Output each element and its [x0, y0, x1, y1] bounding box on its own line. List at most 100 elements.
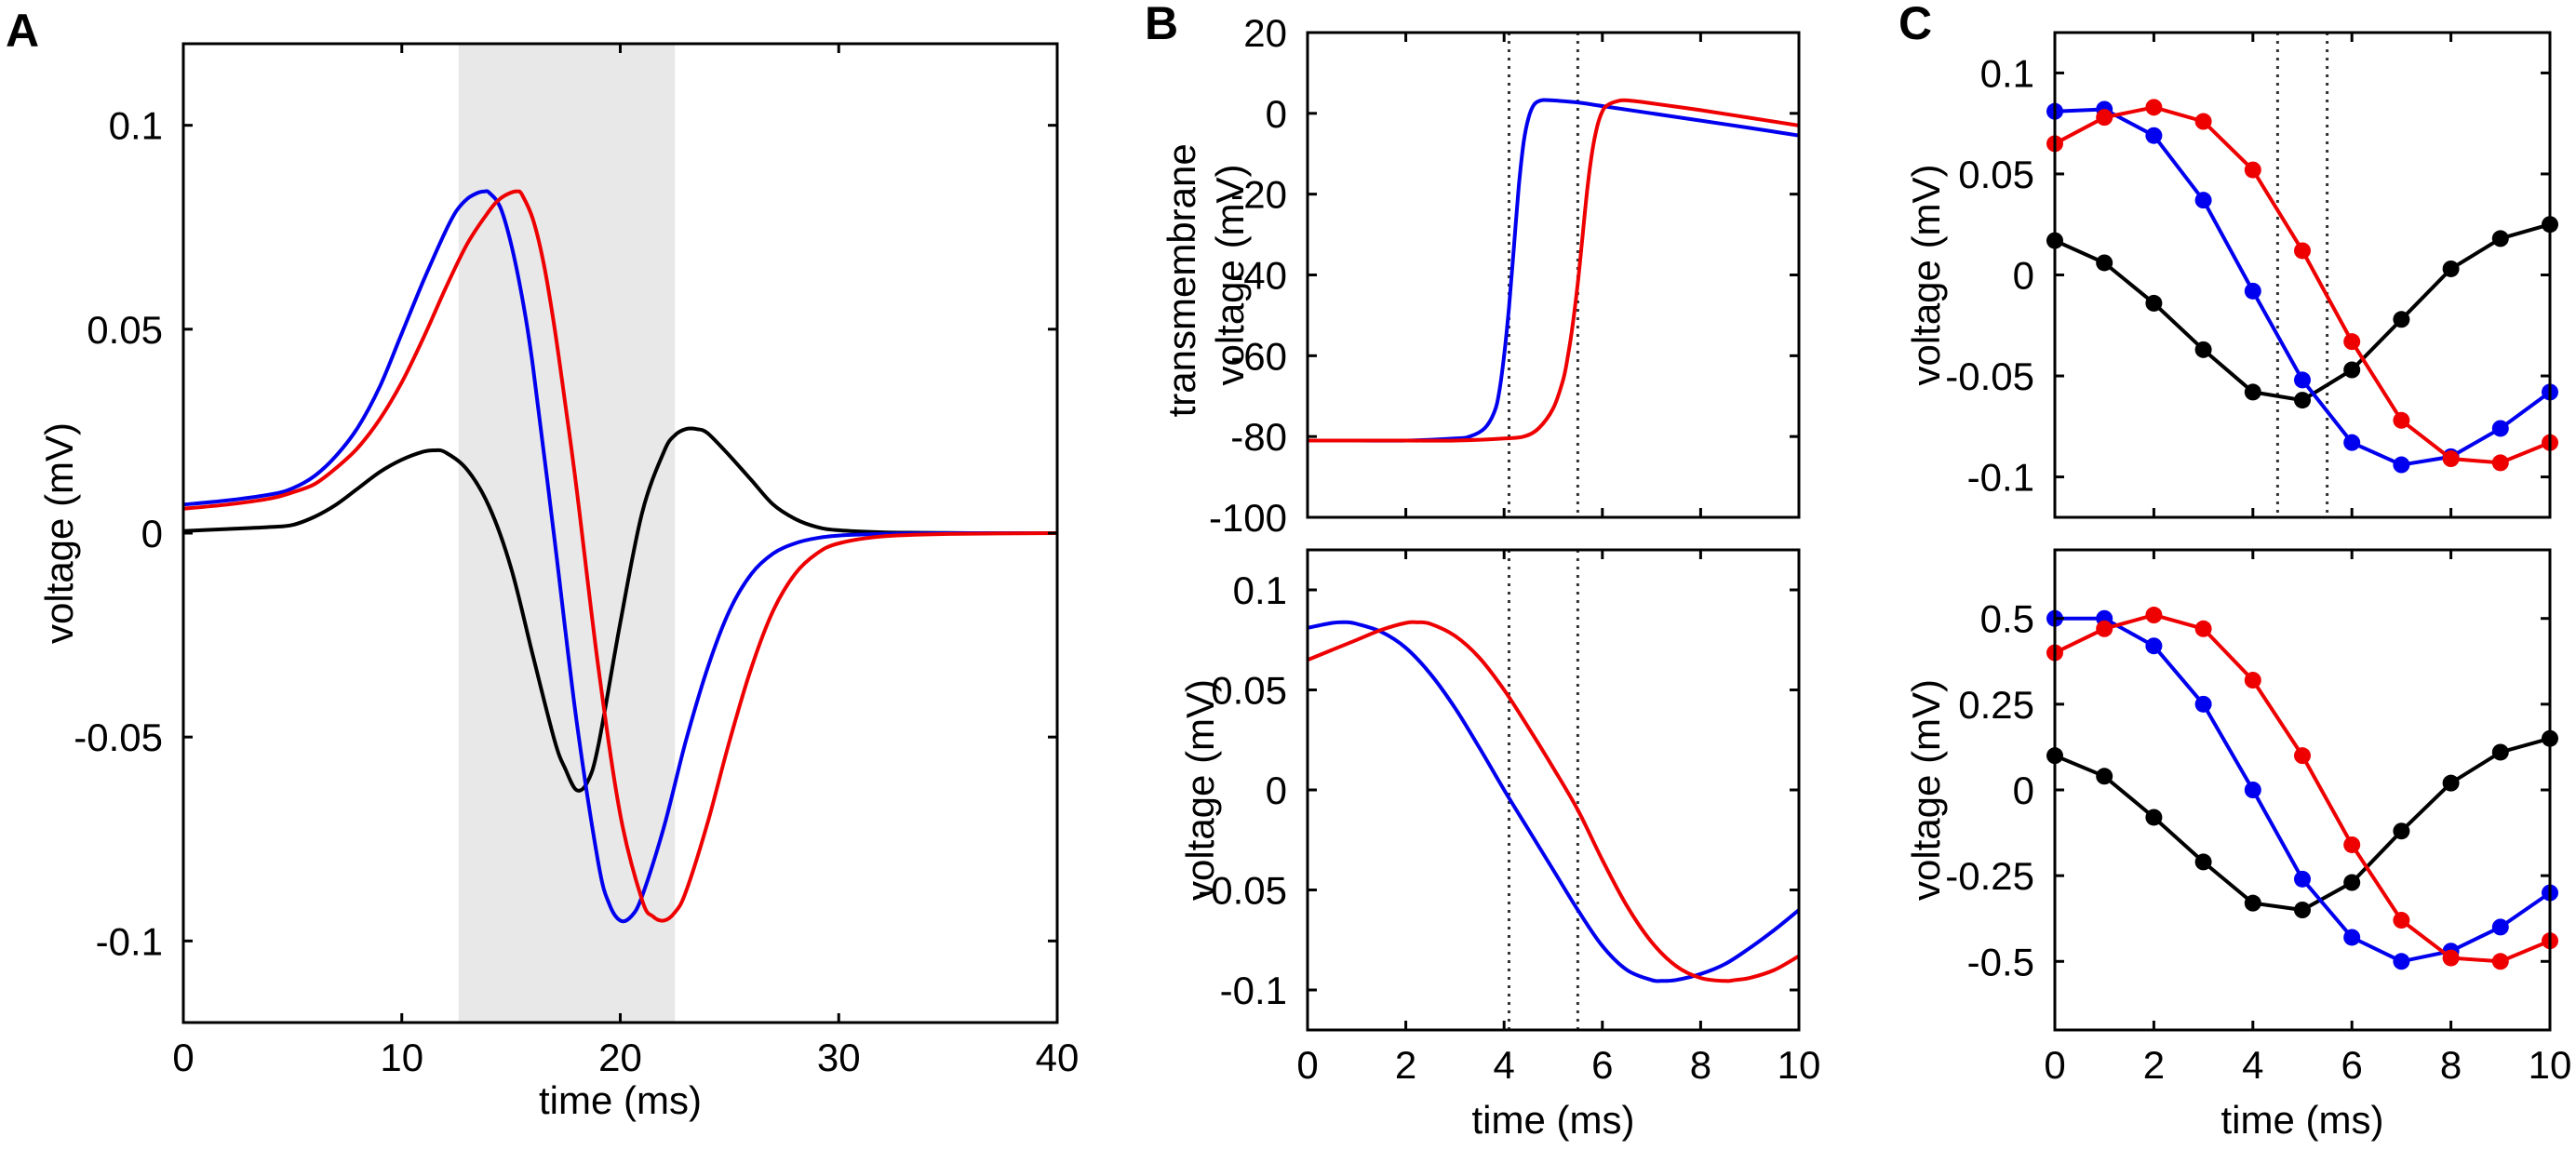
x-tick-label: 10 — [380, 1036, 423, 1079]
data-point-blue — [2491, 918, 2509, 936]
data-point-black — [2244, 383, 2261, 401]
y-axis-title-line-2: voltage (mV) — [1208, 164, 1252, 385]
plot-frame — [181, 42, 1059, 1024]
data-point-blue — [2244, 782, 2261, 798]
series-line-blue — [1308, 620, 1799, 983]
x-tick-label: 8 — [1690, 1043, 1711, 1087]
x-tick-label: 2 — [2143, 1043, 2165, 1087]
data-point-blue — [2491, 420, 2509, 437]
data-point-red — [2294, 747, 2311, 765]
y-tick-label: 0 — [1266, 769, 1287, 812]
data-point-blue — [2393, 456, 2410, 474]
y-tick-label: 0.1 — [109, 104, 163, 148]
plot-frame — [2053, 548, 2552, 1032]
y-tick-label: -40 — [1230, 254, 1287, 298]
y-tick-label: 0.1 — [1233, 568, 1287, 612]
data-point-red — [2244, 161, 2261, 179]
data-point-red — [2096, 109, 2113, 127]
x-tick-label: 0 — [1296, 1043, 1318, 1087]
data-point-black — [2294, 902, 2311, 918]
x-tick-label: 0 — [172, 1036, 194, 1079]
data-point-red — [2194, 620, 2212, 637]
panel-label-a: A — [6, 5, 39, 57]
data-point-black — [2442, 774, 2460, 792]
y-axis-title: voltage (mV) — [1904, 679, 1948, 901]
y-axis-title: voltage (mV) — [1904, 164, 1948, 385]
y-tick-label: 0.05 — [1211, 669, 1287, 713]
plot-frame — [1306, 548, 1801, 1032]
data-point-black — [2194, 341, 2212, 358]
x-tick-label: 4 — [1494, 1043, 1515, 1087]
y-axis-title-line-1: transmembrane — [1160, 143, 1203, 417]
data-point-black — [2393, 822, 2410, 840]
series-line-red — [1308, 620, 1799, 983]
y-tick-label: 0.05 — [87, 308, 163, 352]
data-point-red — [2343, 333, 2361, 351]
data-point-red — [2145, 99, 2163, 116]
series-line-red — [183, 189, 1057, 923]
panel-label-c: C — [1898, 0, 1932, 49]
y-tick-label: 0 — [1266, 92, 1287, 136]
chart-panel-b-bottom: 0 2 4 6 8 10 -0.1 -0.05 0 0.05 0.1 time (ms) volta… — [1178, 548, 1821, 1142]
data-point-black — [2145, 809, 2163, 826]
data-point-black — [2194, 853, 2212, 871]
data-point-red — [2393, 912, 2410, 929]
y-tick-label: 0 — [2013, 769, 2034, 812]
y-tick-label: -100 — [1209, 496, 1287, 540]
y-axis-title: voltage (mV) — [1178, 679, 1222, 901]
data-point-blue — [2343, 929, 2361, 946]
x-tick-label: 8 — [2440, 1043, 2462, 1087]
y-tick-label: 0.1 — [1980, 51, 2034, 95]
data-point-blue — [2294, 371, 2311, 389]
y-tick-label: -20 — [1230, 173, 1287, 217]
data-point-black — [2096, 768, 2113, 785]
y-axis-title: transmembrane voltage (mV) — [1160, 133, 1252, 418]
y-tick-label: -80 — [1230, 415, 1287, 459]
y-tick-label: 0.25 — [1958, 683, 2034, 727]
y-tick-label: 0.05 — [1958, 153, 2034, 196]
shaded-region — [458, 44, 676, 1023]
x-tick-label: 40 — [1036, 1036, 1080, 1079]
data-point-red — [2145, 607, 2163, 624]
y-tick-label: -0.05 — [1198, 869, 1287, 913]
x-tick-label: 4 — [2242, 1043, 2263, 1087]
x-tick-label: 10 — [2529, 1043, 2572, 1087]
data-point-blue — [2145, 637, 2163, 655]
data-point-black — [2491, 230, 2509, 247]
data-point-blue — [2244, 282, 2261, 300]
x-axis-title: time (ms) — [2221, 1098, 2384, 1142]
data-point-red — [2096, 620, 2113, 637]
x-axis-title: time (ms) — [1472, 1098, 1635, 1142]
series-line-blue — [2055, 107, 2550, 467]
data-point-blue — [2145, 127, 2163, 144]
data-point-red — [2442, 949, 2460, 967]
x-tick-label: 30 — [817, 1036, 861, 1079]
data-point-red — [2343, 836, 2361, 853]
chart-panel-c-bottom: 0 2 4 6 8 10 -0.5 -0.25 0 0.25 0.5 time (ms) volta… — [1904, 548, 2572, 1142]
x-tick-label: 10 — [1778, 1043, 1821, 1087]
y-tick-label: 0.5 — [1980, 597, 2034, 641]
data-point-black — [2096, 254, 2113, 272]
chart-panel-c-top: -0.1 -0.05 0 0.05 0.1 voltage (mV) — [1904, 31, 2558, 519]
data-point-red — [2194, 113, 2212, 130]
x-tick-label: 6 — [2341, 1043, 2363, 1087]
chart-panel-a: 0 10 20 30 40 -0.1 -0.05 0 0.05 0.1 time (ms) vol… — [37, 42, 1080, 1122]
data-point-black — [2442, 260, 2460, 277]
plot-frame — [2053, 31, 2552, 519]
data-point-black — [2393, 311, 2410, 328]
data-point-blue — [2343, 434, 2361, 451]
plot-frame — [1306, 31, 1801, 519]
data-point-black — [2145, 294, 2163, 312]
data-point-blue — [2294, 870, 2311, 888]
y-tick-label: -60 — [1230, 334, 1287, 378]
series-line-blue — [1308, 98, 1799, 443]
y-tick-label: -0.25 — [1945, 854, 2034, 898]
y-tick-label: -0.1 — [96, 919, 163, 963]
data-point-black — [2343, 874, 2361, 891]
x-tick-label: 2 — [1395, 1043, 1416, 1087]
data-point-black — [2343, 361, 2361, 379]
x-axis-title: time (ms) — [539, 1078, 702, 1122]
panel-label-b: B — [1145, 0, 1178, 49]
data-point-black — [2491, 743, 2509, 761]
